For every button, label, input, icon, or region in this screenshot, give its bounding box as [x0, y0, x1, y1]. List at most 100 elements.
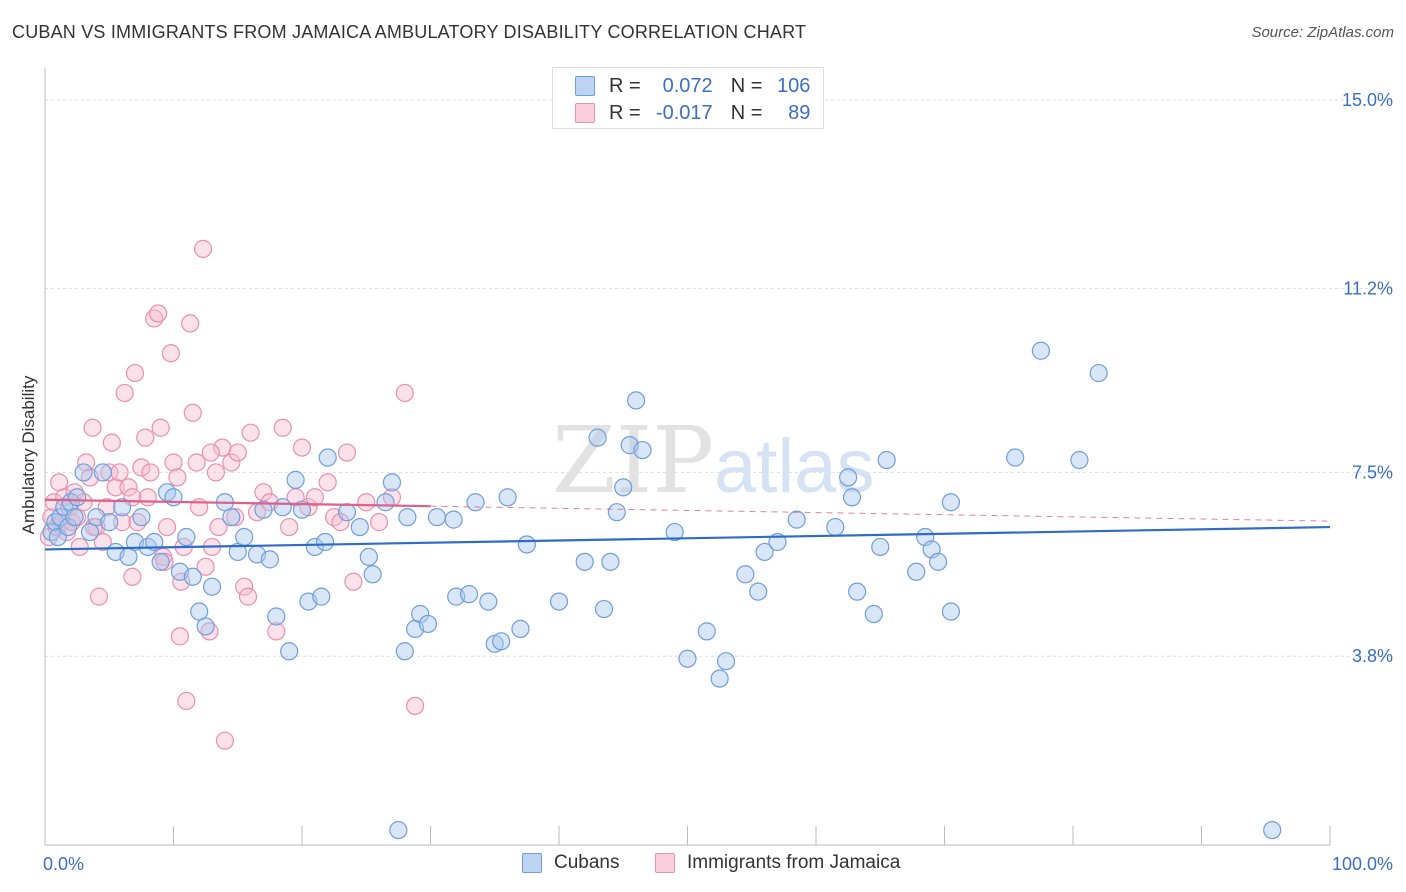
point-jamaica: [196, 557, 215, 576]
point-cubans: [697, 622, 716, 641]
point-cubans: [145, 532, 164, 552]
point-cubans: [1006, 448, 1025, 467]
y-tick-label: 3.8%: [1352, 646, 1393, 666]
points-layer: [39, 239, 1282, 840]
point-jamaica: [170, 627, 190, 646]
point-jamaica: [183, 403, 202, 422]
point-cubans: [678, 649, 697, 668]
trend-layer: [44, 498, 1331, 551]
point-jamaica: [112, 513, 132, 532]
point-jamaica: [106, 478, 125, 497]
point-jamaica: [331, 513, 350, 532]
watermark-zip: ZIP: [552, 407, 714, 514]
point-cubans: [928, 552, 948, 571]
point-cubans: [549, 592, 569, 611]
labels-layer: 3.8% 7.5% 11.2% 15.0% 0.0% 100.0% Ambulatory D…: [19, 90, 1393, 874]
point-jamaica: [161, 344, 181, 363]
point-jamaica: [292, 438, 312, 457]
point-cubans: [280, 642, 299, 661]
point-cubans: [112, 498, 132, 517]
point-cubans: [389, 820, 408, 840]
y-tick-label: 11.2%: [1343, 279, 1393, 299]
point-cubans: [848, 582, 867, 601]
point-jamaica: [193, 239, 213, 258]
point-cubans: [826, 517, 845, 537]
point-jamaica: [187, 453, 206, 472]
point-jamaica: [280, 517, 299, 537]
point-jamaica: [241, 423, 260, 442]
point-cubans: [65, 508, 84, 527]
point-cubans: [418, 614, 438, 634]
point-jamaica: [110, 463, 129, 482]
point-cubans: [395, 642, 414, 661]
point-cubans: [267, 607, 286, 626]
point-jamaica: [226, 508, 245, 527]
point-jamaica: [102, 433, 121, 452]
point-cubans: [755, 542, 774, 562]
point-cubans: [1263, 820, 1282, 840]
trend-line-jamaica: [44, 498, 431, 508]
point-cubans: [260, 550, 279, 569]
trend-line-dashed-jamaica: [430, 505, 1331, 522]
point-cubans: [710, 669, 729, 688]
point-cubans: [941, 493, 961, 512]
point-cubans: [132, 508, 151, 527]
point-cubans: [601, 552, 620, 571]
point-cubans: [459, 585, 479, 604]
point-jamaica: [181, 314, 200, 333]
point-cubans: [235, 527, 254, 547]
point-cubans: [202, 577, 222, 596]
point-jamaica: [405, 696, 425, 716]
point-jamaica: [89, 587, 109, 606]
point-cubans: [59, 517, 78, 537]
y-tick-label: 15.0%: [1342, 90, 1393, 110]
point-cubans: [151, 552, 170, 571]
point-cubans: [286, 470, 305, 489]
point-jamaica: [93, 532, 112, 552]
point-cubans: [479, 592, 498, 611]
watermark-atlas: atlas: [714, 424, 875, 509]
point-cubans: [305, 537, 324, 557]
watermark: ZIP atlas: [552, 407, 875, 514]
point-cubans: [498, 488, 517, 507]
point-cubans: [74, 463, 93, 482]
legend-row-cubans: R = 0.072 N = 106: [575, 73, 810, 99]
point-jamaica: [273, 418, 292, 437]
point-cubans: [871, 537, 890, 557]
point-cubans: [614, 478, 633, 497]
point-cubans: [517, 535, 536, 554]
point-cubans: [273, 498, 292, 517]
point-cubans: [665, 522, 684, 542]
point-jamaica: [318, 473, 337, 492]
point-jamaica: [155, 552, 174, 571]
point-jamaica: [215, 731, 234, 750]
point-jamaica: [201, 443, 220, 462]
point-cubans: [411, 604, 430, 624]
point-jamaica: [168, 468, 187, 487]
point-cubans: [427, 508, 447, 527]
point-cubans: [254, 500, 273, 519]
bottom-legend-label: Immigrants from Jamaica: [687, 852, 901, 873]
point-jamaica: [228, 443, 247, 462]
point-cubans: [941, 602, 961, 621]
bottom-legend-jamaica: Immigrants from Jamaica: [655, 852, 900, 874]
y-tick-label: 7.5%: [1352, 462, 1393, 482]
legend-r-label: R =: [609, 101, 641, 124]
point-cubans: [575, 552, 594, 571]
point-jamaica: [148, 304, 168, 323]
point-jamaica: [395, 383, 414, 403]
point-jamaica: [206, 463, 226, 482]
point-cubans: [93, 463, 112, 482]
point-cubans: [363, 565, 382, 584]
point-cubans: [716, 652, 736, 671]
bottom-legend-label: Cubans: [554, 852, 620, 873]
point-cubans: [312, 587, 331, 606]
axes-layer: [44, 68, 1331, 846]
point-jamaica: [125, 363, 145, 383]
point-jamaica: [337, 443, 357, 462]
point-jamaica: [267, 622, 286, 641]
point-cubans: [907, 562, 926, 581]
point-cubans: [607, 503, 626, 522]
chart-title: CUBAN VS IMMIGRANTS FROM JAMAICA AMBULAT…: [12, 22, 807, 42]
point-cubans: [164, 488, 183, 507]
